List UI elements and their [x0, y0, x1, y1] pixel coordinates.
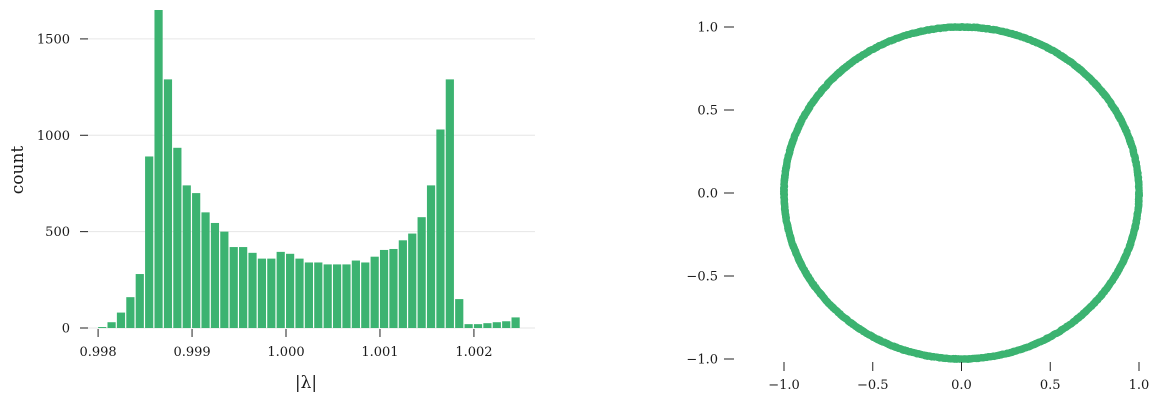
histogram-bar [286, 253, 295, 328]
scatter-x-tick-label: 1.0 [1129, 378, 1150, 393]
scatter-y-tick-label: 1.0 [697, 21, 718, 36]
histogram-x-tick-label: 1.001 [361, 345, 398, 360]
scatter-x-tick-label: 0.5 [1040, 378, 1061, 393]
histogram-bar [135, 274, 144, 328]
histogram-bar [267, 258, 276, 328]
histogram-bar [361, 262, 370, 328]
histogram-bar [492, 322, 501, 328]
histogram-bar [257, 258, 267, 328]
histogram-bar [455, 299, 464, 328]
scatter-points [779, 23, 1144, 363]
histogram-y-tick-label: 0 [62, 322, 70, 337]
histogram-x-axis-label: |λ| [295, 373, 317, 393]
histogram-bar [332, 264, 342, 328]
histogram-bar [389, 248, 398, 328]
histogram-x-ticks: 0.998 0.999 1.000 1.001 1.002 [79, 329, 493, 360]
histogram-bar [417, 217, 426, 328]
histogram-y-tick-label: 500 [45, 225, 70, 240]
histogram-bar [182, 185, 191, 328]
histogram-bar [370, 256, 379, 328]
histogram-bar [445, 79, 454, 328]
scatter-panel: −1.0 −0.5 0.0 0.5 1.0 −1.0 −0.5 0.0 0.5 1.0 [686, 21, 1149, 394]
histogram-y-tick-label: 1000 [37, 129, 70, 144]
histogram-bar [220, 231, 229, 328]
histogram-bar [145, 156, 154, 328]
histogram-bar [473, 324, 483, 328]
histogram-bar [116, 312, 126, 328]
histogram-x-tick-label: 0.998 [79, 345, 116, 360]
histogram-y-tick-label: 1500 [37, 32, 70, 47]
histogram-x-tick-label: 0.999 [173, 345, 210, 360]
histogram-bar [483, 323, 492, 328]
histogram-bar [436, 129, 445, 328]
histogram-bar [154, 10, 163, 328]
histogram-bar [304, 262, 313, 328]
histogram-bar [229, 247, 238, 328]
histogram-bar [323, 264, 332, 328]
histogram-bar [163, 79, 173, 328]
histogram-x-tick-label: 1.002 [455, 345, 492, 360]
histogram-y-axis-label: count [8, 146, 28, 195]
scatter-x-tick-label: −0.5 [857, 378, 889, 393]
histogram-bar [201, 212, 210, 328]
histogram-bar [351, 260, 360, 328]
histogram-bar [239, 247, 248, 328]
histogram-bar [192, 193, 201, 328]
histogram-bar [398, 240, 407, 328]
scatter-y-tick-label: 0.5 [697, 104, 718, 119]
histogram-bar [511, 317, 520, 328]
scatter-y-tick-label: −1.0 [686, 353, 718, 368]
histogram-bar [342, 264, 351, 328]
histogram-bars [98, 10, 520, 328]
scatter-x-tick-label: 0.0 [951, 378, 972, 393]
histogram-bar [295, 258, 304, 328]
histogram-bar [426, 185, 436, 328]
histogram-bar [276, 251, 285, 328]
histogram-bar [98, 327, 107, 328]
histogram-bar [248, 252, 257, 328]
scatter-x-tick-label: −1.0 [768, 378, 800, 393]
histogram-bar [314, 262, 323, 328]
histogram-bar [107, 322, 116, 328]
histogram-x-tick-label: 1.000 [267, 345, 304, 360]
histogram-bar [502, 321, 511, 328]
scatter-x-ticks: −1.0 −0.5 0.0 0.5 1.0 [768, 362, 1149, 393]
histogram-bar [464, 324, 473, 328]
scatter-y-tick-label: 0.0 [697, 187, 718, 202]
histogram-bar [210, 222, 220, 328]
histogram-bar [173, 147, 182, 328]
scatter-point [1135, 189, 1143, 197]
histogram-bar [126, 297, 135, 328]
scatter-y-tick-label: −0.5 [686, 270, 718, 285]
scatter-y-ticks: −1.0 −0.5 0.0 0.5 1.0 [686, 21, 734, 368]
histogram-y-ticks: 0 500 1000 1500 [37, 32, 88, 337]
histogram-bar [379, 249, 389, 328]
histogram-panel: 0 500 1000 1500 0.998 0.999 1.000 1.001 1.002 |… [8, 10, 535, 393]
histogram-bar [408, 233, 417, 328]
